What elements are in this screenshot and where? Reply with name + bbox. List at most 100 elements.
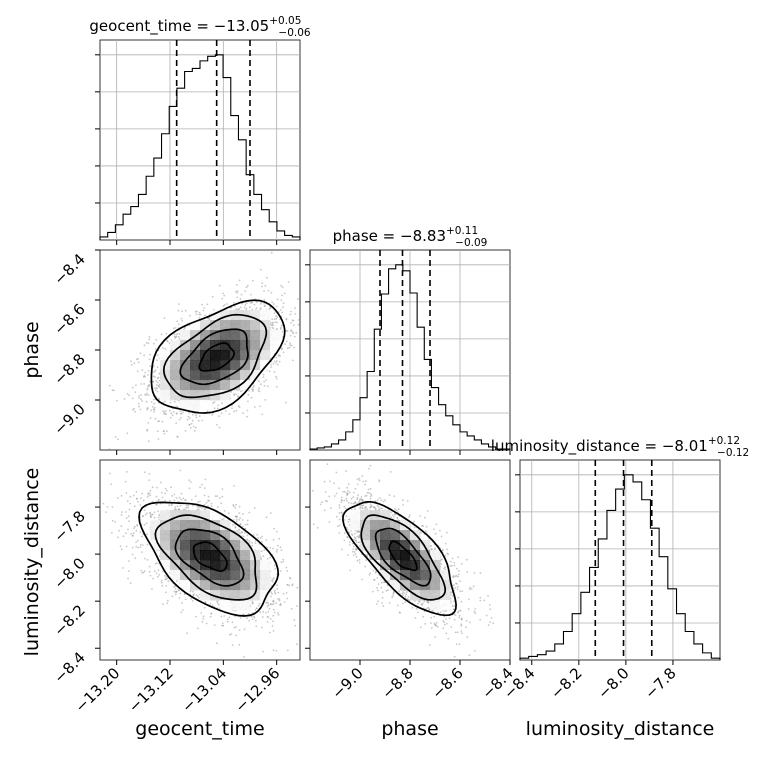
sample-point bbox=[174, 506, 177, 509]
sample-point bbox=[111, 531, 113, 534]
density-cell bbox=[230, 330, 241, 341]
sample-point bbox=[270, 251, 273, 254]
sample-point bbox=[235, 393, 238, 396]
sample-point bbox=[143, 509, 146, 512]
sample-point bbox=[267, 610, 270, 613]
sample-point bbox=[282, 306, 284, 309]
sample-point bbox=[280, 348, 283, 351]
sample-point bbox=[192, 504, 194, 507]
sample-point bbox=[142, 499, 145, 502]
sample-point bbox=[281, 330, 284, 333]
sample-point bbox=[266, 605, 269, 608]
sample-point bbox=[288, 584, 290, 587]
sample-point bbox=[176, 580, 178, 582]
sample-point bbox=[277, 591, 280, 594]
sample-point bbox=[148, 383, 151, 386]
sample-point bbox=[259, 537, 262, 539]
sample-point bbox=[155, 338, 158, 341]
sample-point bbox=[261, 535, 263, 538]
density-cell bbox=[260, 310, 271, 321]
sample-point bbox=[271, 592, 273, 595]
sample-point bbox=[175, 333, 178, 336]
sample-point bbox=[233, 410, 236, 413]
sample-point bbox=[176, 333, 179, 335]
sample-point bbox=[157, 510, 160, 513]
density-cell bbox=[190, 320, 201, 331]
sample-point bbox=[218, 284, 221, 287]
sample-point bbox=[256, 533, 259, 536]
sample-point bbox=[184, 309, 187, 312]
sample-point bbox=[252, 602, 255, 605]
sample-point bbox=[153, 570, 156, 573]
sample-point bbox=[216, 602, 219, 604]
density-cell bbox=[210, 370, 221, 381]
sample-point bbox=[168, 342, 171, 345]
sample-point bbox=[272, 362, 275, 365]
sample-point bbox=[282, 351, 285, 354]
sample-point bbox=[111, 506, 114, 508]
sample-point bbox=[165, 332, 168, 335]
sample-point bbox=[274, 591, 276, 594]
sample-point bbox=[201, 303, 203, 306]
sample-point bbox=[135, 384, 137, 386]
density-cell bbox=[160, 390, 171, 401]
sample-point bbox=[188, 479, 191, 482]
sample-point bbox=[262, 650, 265, 653]
contour-level-4 bbox=[150, 299, 286, 414]
sample-point bbox=[197, 595, 199, 598]
sample-point bbox=[189, 314, 191, 317]
sample-point bbox=[128, 394, 130, 397]
sample-point bbox=[125, 545, 128, 548]
sample-point bbox=[125, 532, 127, 535]
sample-point bbox=[150, 516, 153, 519]
density-cell bbox=[210, 320, 221, 331]
sample-point bbox=[197, 501, 200, 504]
sample-point bbox=[252, 534, 255, 536]
sample-point bbox=[290, 310, 292, 313]
sample-point bbox=[148, 385, 151, 387]
sample-point bbox=[172, 327, 175, 330]
sample-point bbox=[221, 402, 224, 405]
sample-point bbox=[287, 281, 290, 283]
sample-point bbox=[149, 365, 152, 368]
sample-point bbox=[149, 380, 151, 383]
sample-point bbox=[275, 356, 278, 359]
sample-point bbox=[202, 309, 205, 312]
sample-point bbox=[149, 574, 152, 577]
sample-point bbox=[285, 340, 288, 343]
sample-point bbox=[245, 308, 248, 310]
sample-point bbox=[125, 511, 127, 513]
sample-point bbox=[223, 304, 226, 306]
sample-point bbox=[166, 602, 169, 605]
sample-point bbox=[273, 611, 276, 614]
sample-point bbox=[174, 327, 177, 329]
sample-point bbox=[223, 510, 226, 512]
sample-point bbox=[115, 399, 118, 402]
sample-point bbox=[279, 570, 282, 572]
sample-point bbox=[164, 578, 166, 581]
sample-point bbox=[178, 303, 180, 305]
sample-point bbox=[235, 634, 238, 637]
sample-point bbox=[173, 499, 176, 502]
sample-point bbox=[190, 422, 193, 425]
sample-point bbox=[272, 578, 274, 581]
density-phase-vs-geocent-time bbox=[160, 310, 281, 411]
density-cell bbox=[200, 360, 211, 371]
sample-point bbox=[171, 414, 174, 417]
sample-point bbox=[144, 371, 147, 374]
density-cell bbox=[250, 340, 261, 351]
sample-point bbox=[217, 506, 219, 508]
sample-point bbox=[134, 410, 136, 413]
sample-point bbox=[195, 414, 197, 417]
sample-point bbox=[290, 344, 293, 347]
sample-point bbox=[149, 417, 152, 420]
sample-point bbox=[143, 354, 146, 357]
sample-point bbox=[187, 506, 189, 509]
sample-point bbox=[259, 307, 262, 309]
sample-point bbox=[156, 486, 158, 489]
density-cell bbox=[230, 320, 241, 331]
density-cell bbox=[220, 380, 231, 391]
sample-point bbox=[158, 379, 161, 382]
sample-point bbox=[127, 528, 129, 531]
sample-point bbox=[174, 588, 177, 590]
